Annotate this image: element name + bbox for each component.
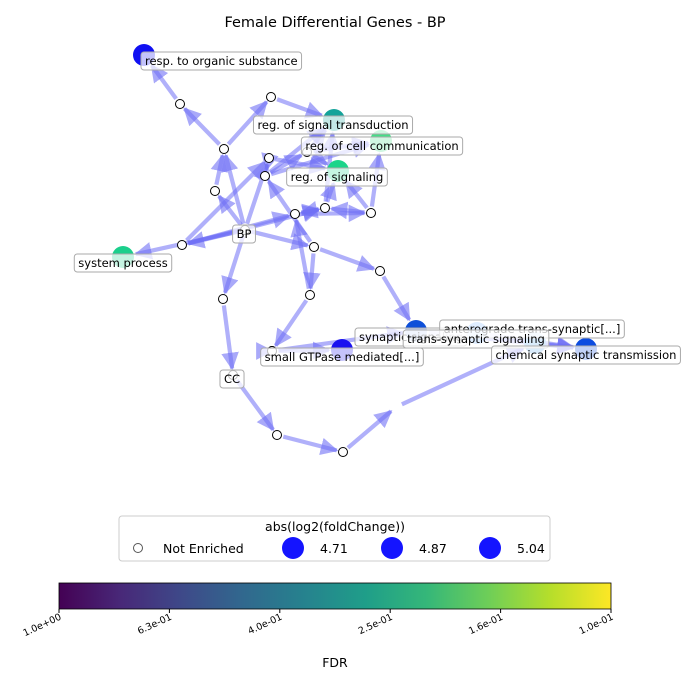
edge-u2-to-u3 [226, 100, 269, 146]
edge-u14-to-synaptic [381, 275, 412, 322]
legend-label-2: 4.87 [419, 541, 447, 556]
edge-bp-to-u8 [221, 235, 246, 295]
node-label-text-resp: resp. to organic substance [145, 54, 298, 68]
colorbar-tick-label: 4.0e-01 [246, 612, 284, 637]
node-label-text-transsyn: trans-synaptic signaling [407, 332, 545, 346]
node-u9 [260, 171, 270, 181]
node-u2 [219, 144, 229, 154]
legend-marker-not-enriched [133, 543, 143, 553]
node-u8 [218, 294, 228, 304]
node-label-box-sysproc [73, 253, 173, 273]
edge-u10-to-signaling [308, 148, 329, 166]
edge-u9-to-u10 [269, 153, 303, 175]
node-label-signaling: reg. of signaling [286, 167, 388, 187]
edge-u8-to-cc [221, 305, 239, 371]
node-layer [112, 44, 597, 457]
node-label-sysproc: system process [73, 253, 173, 273]
node-label-box-sigtrans [252, 115, 414, 135]
node-u19 [338, 447, 348, 457]
node-label-box-bp [232, 224, 256, 244]
node-label-text-sysproc: system process [78, 256, 167, 270]
node-u3 [266, 92, 276, 102]
label-layer: resp. to organic substance reg. of signal… [73, 51, 681, 389]
node-label-cc: CC [219, 369, 245, 389]
edge-bp-to-u5 [217, 194, 243, 227]
node-label-gtpase: small GTPase mediated[...] [260, 347, 424, 367]
node-label-text-chemsyn: chemical synaptic transmission [496, 348, 677, 362]
edge-u2-to-u1 [183, 107, 221, 146]
edge-u6-to-u4 [185, 161, 266, 242]
colorbar-ticks: 1.0e+00 6.3e-01 4.0e-01 2.5e-01 1.6e-01 1.0e-… [21, 609, 615, 639]
legend-label-3: 5.04 [517, 541, 545, 556]
node-label-box-gtpase [260, 347, 424, 367]
legend-marker-4.71 [282, 537, 304, 559]
node-u18 [272, 430, 282, 440]
legend-label-1: 4.71 [320, 541, 348, 556]
colorbar-gradient [58, 582, 612, 610]
node-label-box-resp [140, 51, 303, 71]
node-label-box-cellcomm [300, 136, 464, 156]
node-u14 [375, 266, 385, 276]
node-u15 [305, 290, 315, 300]
colorbar-tick-label: 1.6e-01 [467, 612, 505, 637]
node-label-cellcomm: reg. of cell communication [300, 136, 464, 156]
edge-u7-to-u14 [319, 247, 376, 272]
edge-u15-to-u16 [273, 299, 309, 348]
node-label-box-chemsyn [491, 345, 681, 365]
node-label-box-signaling [286, 167, 388, 187]
node-u11 [290, 209, 300, 219]
legend-label-0: Not Enriched [163, 541, 244, 556]
edge-u1-to-resp [150, 64, 178, 101]
edge-u7-to-u15 [303, 253, 321, 291]
colorbar-tick-label: 2.5e-01 [357, 612, 395, 637]
node-label-text-bp: BP [237, 227, 252, 241]
colorbar-tick-label: 1.0e-01 [578, 612, 616, 637]
node-label-text-cc: CC [224, 372, 240, 386]
node-u6 [177, 240, 187, 250]
node-label-sigtrans: reg. of signal transduction [252, 115, 414, 135]
edge-u4-to-u9 [261, 152, 279, 172]
edge-u15-to-u11 [290, 218, 311, 289]
edge-u5-to-u2 [210, 153, 228, 186]
legend-marker-4.87 [381, 537, 403, 559]
figure-title: Female Differential Genes - BP [224, 15, 445, 31]
node-label-chemsyn: chemical synaptic transmission [491, 345, 681, 365]
node-label-resp: resp. to organic substance [140, 51, 303, 71]
node-label-text-signaling: reg. of signaling [291, 170, 384, 184]
edge-cc-to-u18 [235, 378, 275, 432]
node-label-box-transsyn [402, 329, 550, 349]
node-u1 [175, 99, 185, 109]
node-u5 [210, 186, 220, 196]
edge-u19-to-u20 [346, 409, 393, 450]
colorbar-tick-label: 6.3e-01 [136, 612, 174, 637]
legend: abs(log2(foldChange)) Not Enriched 4.71 4.… [118, 515, 551, 562]
edge-u3-to-sigtrans [276, 97, 324, 119]
node-label-box-cc [219, 369, 245, 389]
colorbar: 1.0e+00 6.3e-01 4.0e-01 2.5e-01 1.6e-01 1.0e-… [21, 582, 615, 670]
node-u7 [309, 242, 319, 252]
legend-title: abs(log2(foldChange)) [265, 519, 405, 534]
node-u13 [366, 208, 376, 218]
legend-marker-5.04 [479, 537, 501, 559]
node-u4 [264, 153, 274, 163]
colorbar-label: FDR [322, 655, 348, 670]
edge-u18-to-u19 [282, 434, 339, 455]
node-label-bp: BP [232, 224, 256, 244]
colorbar-tick-label: 1.0e+00 [21, 612, 63, 639]
node-u12 [320, 203, 330, 213]
legend-frame [118, 515, 551, 562]
edge-bp-to-u2 [221, 153, 246, 225]
node-label-text-cellcomm: reg. of cell communication [305, 139, 458, 153]
node-label-text-sigtrans: reg. of signal transduction [257, 118, 408, 132]
edge-u13-to-u12 [329, 201, 365, 220]
node-label-text-gtpase: small GTPase mediated[...] [265, 350, 420, 364]
legend-entries: Not Enriched 4.71 4.87 5.04 [133, 537, 545, 559]
node-label-transsyn: trans-synaptic signaling [402, 329, 550, 349]
